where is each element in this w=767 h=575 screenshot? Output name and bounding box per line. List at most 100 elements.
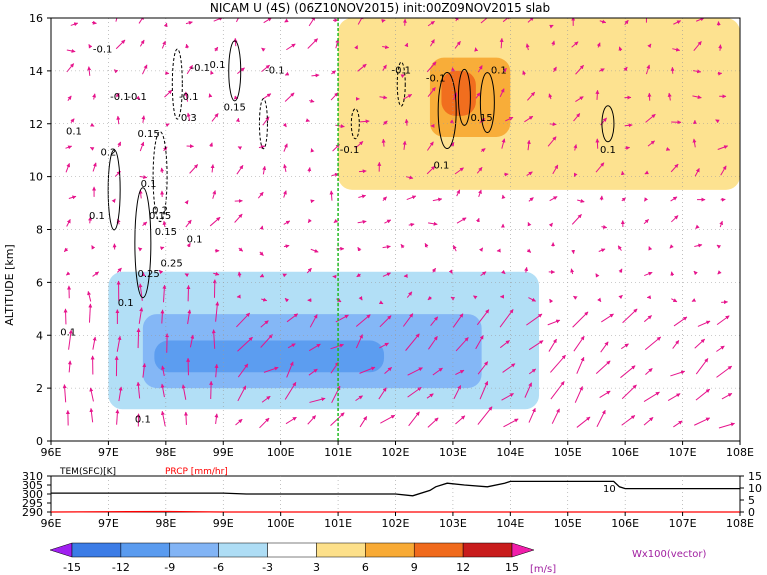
wind-vector (357, 246, 362, 252)
wind-vector (692, 138, 697, 148)
wind-vector (595, 162, 605, 173)
wind-vector (181, 384, 187, 400)
precipitation-tick-label: 0 (748, 506, 755, 519)
wind-vector (480, 18, 492, 24)
colorbar-label: 12 (456, 561, 470, 574)
wind-vector (452, 313, 464, 328)
wind-vector (501, 393, 514, 401)
wind-vector (357, 18, 364, 25)
wind-vector (62, 384, 67, 403)
wind-vector (694, 243, 703, 248)
wind-vector (335, 124, 345, 129)
wind-vector (164, 89, 173, 98)
timeseries-x-tick-label: 99E (213, 517, 234, 530)
wind-vector (113, 69, 119, 74)
wind-vector (163, 146, 168, 152)
wind-vector (426, 141, 434, 151)
wind-vector (142, 363, 147, 378)
wind-vector (716, 365, 733, 378)
wind-vector (524, 115, 534, 123)
timeseries-x-tick-label: 98E (155, 517, 176, 530)
contour-label: -0.1 (265, 66, 285, 77)
wind-vector (115, 39, 126, 50)
contour-label: 0.25 (160, 259, 182, 270)
wind-vector (283, 244, 290, 249)
wind-vector (428, 221, 438, 226)
wind-vector (184, 91, 189, 102)
wind-vector (159, 246, 165, 251)
wind-vector (549, 196, 558, 202)
wind-vector (329, 190, 334, 201)
wind-vector (716, 315, 730, 326)
wind-vector (284, 381, 297, 400)
wind-vector (66, 218, 71, 227)
wind-vector (404, 42, 409, 48)
wind-vector (673, 316, 688, 327)
wind-vector (501, 138, 506, 149)
wind-vector (645, 367, 653, 375)
wind-vector (427, 20, 435, 27)
wind-vector (621, 415, 636, 426)
wind-vector (624, 146, 631, 151)
wind-vector (235, 418, 243, 426)
wind-vector (309, 98, 315, 103)
timeseries-x-tick-label: 107E (669, 517, 697, 530)
wind-vector (187, 309, 192, 325)
contour-label: 0.25 (137, 269, 159, 280)
wind-vector (573, 295, 578, 300)
wind-vector (694, 417, 711, 426)
wind-vector (160, 410, 166, 427)
temperature-tick-label: 290 (22, 506, 43, 519)
wind-vector (381, 18, 386, 23)
timeseries-x-tick-label: 96E (41, 517, 62, 530)
contour-line (601, 105, 615, 143)
wind-vector (259, 417, 270, 429)
wind-vector (479, 118, 486, 123)
wind-vector (236, 312, 251, 328)
colorbar-unit: [m/s] (530, 564, 556, 575)
wind-vector (575, 96, 584, 103)
wind-vector (692, 95, 702, 99)
wind-vector (672, 47, 681, 52)
wind-vector (502, 67, 507, 73)
wind-vector (522, 70, 527, 76)
wind-vector (333, 218, 339, 224)
wind-vector (136, 328, 141, 349)
wind-vector (526, 313, 543, 326)
chart-title: NICAM U (4S) (06Z10NOV2015) init:00Z09NO… (210, 1, 550, 15)
wind-vector (716, 345, 725, 352)
wind-vector (283, 163, 288, 172)
wind-vector (138, 247, 143, 252)
wind-vector (475, 217, 480, 223)
wind-vector (721, 392, 733, 400)
wind-vector (382, 64, 387, 71)
colorbar-label: 9 (411, 561, 418, 574)
wind-vector (309, 397, 326, 403)
wind-vector (138, 307, 144, 324)
wind-vector (185, 43, 190, 49)
wind-vector (358, 194, 367, 199)
wind-vector (475, 92, 481, 99)
contour-label: 0.1 (135, 414, 151, 425)
wind-vector (715, 119, 720, 124)
temperature-tick-label: 310 (22, 470, 43, 483)
wind-vector (307, 218, 312, 223)
wind-vector (667, 393, 681, 402)
wind-vector (717, 270, 722, 275)
wind-vector (552, 164, 559, 175)
wind-vector (647, 43, 652, 49)
wind-vector (571, 214, 582, 225)
contour-line (396, 61, 406, 107)
wind-vector (116, 335, 122, 352)
timeseries-x-tick-label: 106E (611, 517, 639, 530)
wind-vector (527, 222, 532, 227)
wind-vector (356, 273, 361, 278)
contour-line (107, 149, 121, 231)
contour-label: 0.1 (141, 179, 157, 190)
colorbar-box (169, 542, 219, 558)
wind-vector (116, 115, 121, 125)
wind-vector (215, 301, 220, 322)
wind-vector (643, 219, 649, 225)
